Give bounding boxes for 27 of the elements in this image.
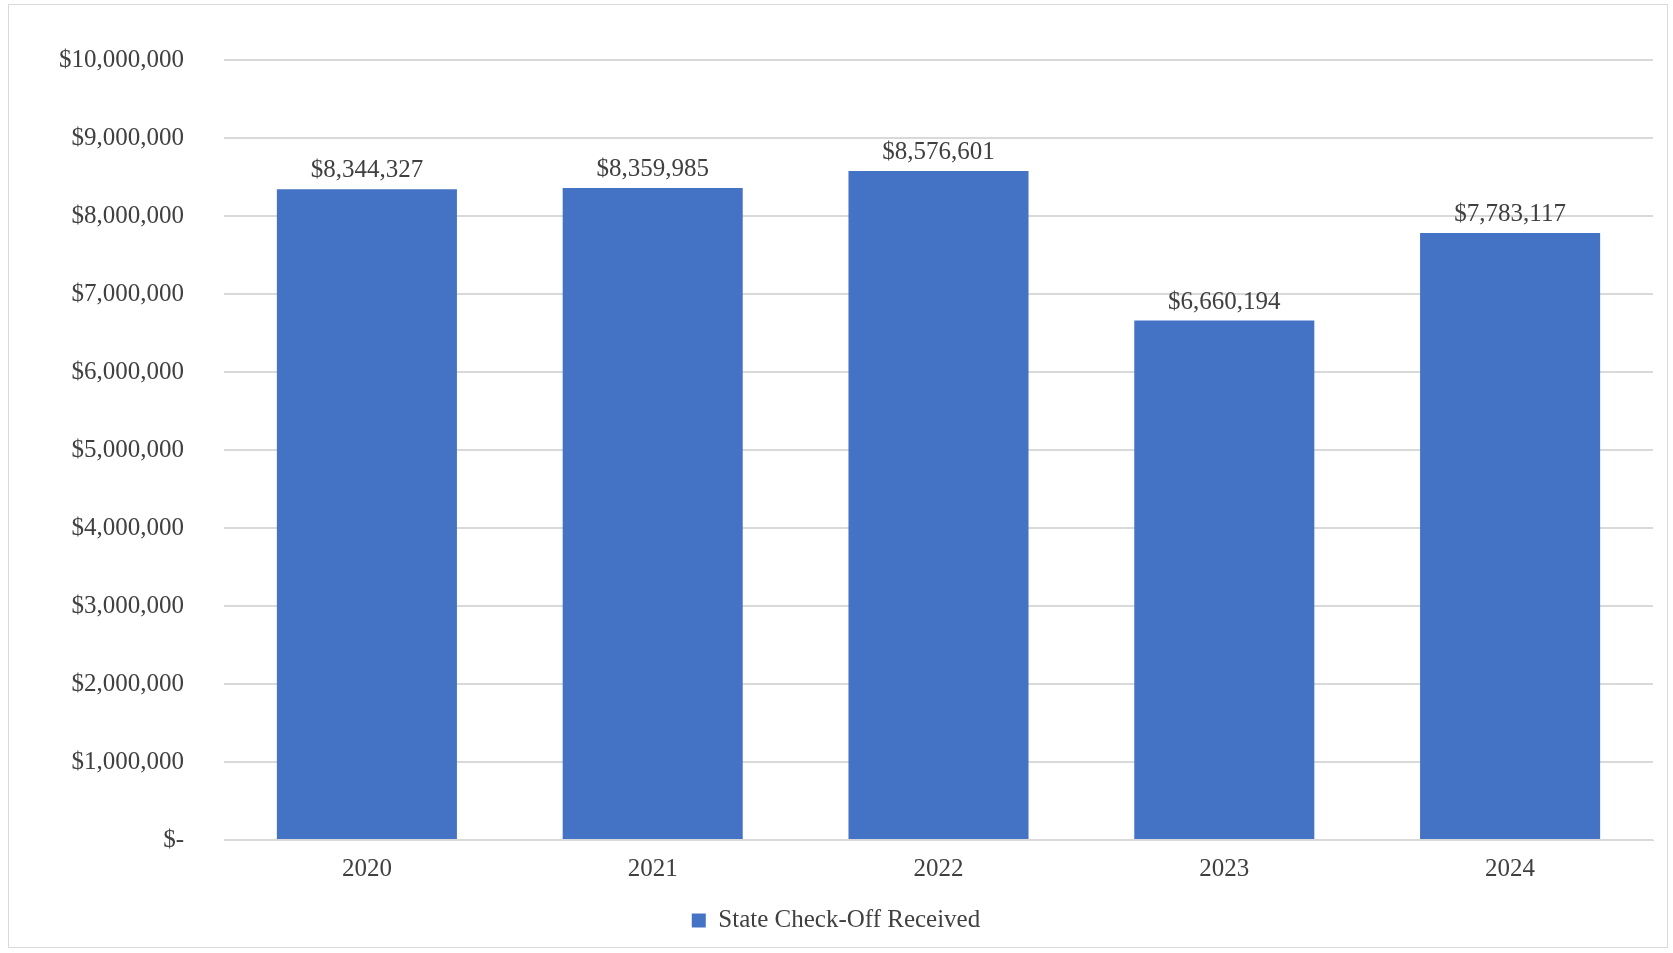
bar	[1420, 232, 1601, 839]
x-tick-label: 2020	[341, 853, 392, 881]
x-tick-label: 2024	[1485, 853, 1536, 881]
data-label: $6,660,194	[1168, 286, 1282, 314]
y-tick-label: $7,000,000	[71, 278, 184, 306]
y-tick-label: $4,000,000	[71, 512, 184, 540]
data-label: $8,576,601	[882, 137, 995, 165]
y-tick-label: $8,000,000	[71, 200, 184, 228]
bar	[848, 171, 1029, 839]
y-tick-label: $9,000,000	[71, 122, 184, 150]
x-tick-label: 2021	[627, 853, 678, 881]
y-tick-label: $3,000,000	[71, 590, 184, 618]
bar	[562, 187, 743, 839]
bar	[276, 189, 457, 839]
bar	[1134, 320, 1315, 839]
data-label: $8,344,327	[310, 155, 424, 183]
y-tick-label: $6,000,000	[71, 356, 184, 384]
x-tick-label: 2022	[913, 853, 964, 881]
y-tick-label: $-	[163, 824, 184, 852]
data-label: $7,783,117	[1454, 198, 1566, 226]
y-tick-label: $5,000,000	[71, 434, 184, 462]
y-tick-label: $10,000,000	[59, 44, 184, 72]
y-tick-label: $2,000,000	[71, 668, 184, 696]
x-tick-label: 2023	[1199, 853, 1250, 881]
legend-label: State Check-Off Received	[718, 905, 981, 933]
y-tick-label: $1,000,000	[71, 746, 184, 774]
data-label: $8,359,985	[596, 153, 709, 181]
